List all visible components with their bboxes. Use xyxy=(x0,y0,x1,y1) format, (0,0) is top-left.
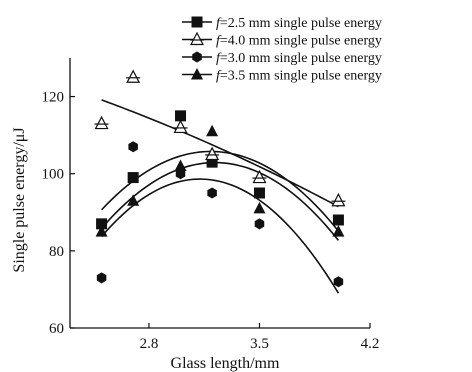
series-3-curve xyxy=(100,178,340,294)
x-tick-label: 4.2 xyxy=(361,336,380,352)
series-3-point xyxy=(333,276,344,288)
y-axis-label: Single pulse energy/μJ xyxy=(11,127,28,272)
legend-label-rest: =3.0 mm single pulse energy xyxy=(220,51,382,66)
legend-label-rest: =3.5 mm single pulse energy xyxy=(220,69,382,84)
series-4-point xyxy=(332,225,345,237)
triangle-outline xyxy=(331,192,346,207)
series-1-point xyxy=(332,214,344,226)
legend-f-symbol: f xyxy=(216,69,222,84)
y-tick-label: 100 xyxy=(42,167,65,183)
y-tick-label: 60 xyxy=(49,321,64,337)
series-2-point xyxy=(205,146,220,161)
series-2-point xyxy=(94,115,109,130)
fit-curves xyxy=(100,99,340,294)
series-2-point xyxy=(331,192,346,207)
series-3-point xyxy=(254,218,265,230)
legend-label-rest: =4.0 mm single pulse energy xyxy=(220,34,382,49)
series-1-point xyxy=(127,172,139,184)
series-4-point xyxy=(206,124,219,137)
legend-label: f=3.0 mm single pulse energy xyxy=(216,51,382,66)
y-tick-label: 80 xyxy=(49,244,64,260)
series-1-point xyxy=(96,218,108,230)
legend-entry-3: f=3.0 mm single pulse energy xyxy=(182,51,382,66)
legend-entry-4: f=3.5 mm single pulse energy xyxy=(182,68,382,84)
series-4-point xyxy=(127,194,140,206)
series-3-point xyxy=(207,187,217,199)
triangle-outline xyxy=(173,119,188,134)
legend-f-symbol: f xyxy=(216,16,222,31)
triangle-outline xyxy=(126,69,141,83)
series-2-point xyxy=(126,69,141,83)
triangle-outline xyxy=(252,169,267,184)
series-2-curve xyxy=(101,99,339,208)
x-tick-label: 2.8 xyxy=(140,336,159,352)
series-4-curve xyxy=(100,161,340,241)
legend-marker xyxy=(192,51,202,63)
legend-f-symbol: f xyxy=(216,34,222,49)
y-tick-label: 120 xyxy=(42,90,65,106)
legend-label: f=3.5 mm single pulse energy xyxy=(216,69,382,84)
legend-label-rest: =2.5 mm single pulse energy xyxy=(220,16,382,31)
legend-entry-2: f=4.0 mm single pulse energy xyxy=(182,31,382,49)
series-3-point xyxy=(128,141,138,153)
axes: 2.8 3.5 4.2 60 80 100 120 xyxy=(42,58,380,352)
triangle-outline xyxy=(205,146,220,161)
x-axis-label: Glass length/mm xyxy=(171,355,280,372)
series-1-point xyxy=(253,187,265,199)
legend-marker xyxy=(190,31,204,46)
series-4-point xyxy=(253,201,266,214)
series-1-point xyxy=(206,156,218,168)
data-markers xyxy=(94,69,346,288)
series-2-point xyxy=(173,119,188,134)
series-1-point xyxy=(175,110,187,122)
legend-marker xyxy=(191,68,203,80)
series-4-point xyxy=(95,225,108,237)
series-4-point xyxy=(174,159,187,171)
legend-label: f=4.0 mm single pulse energy xyxy=(216,34,382,49)
triangle-outline xyxy=(94,115,109,130)
series-3-point xyxy=(96,272,107,284)
legend-f-symbol: f xyxy=(216,51,222,66)
triangle-outline xyxy=(190,31,204,46)
series-1-curve xyxy=(101,150,340,232)
legend-entry-1: f=2.5 mm single pulse energy xyxy=(182,16,382,31)
x-tick-label: 3.5 xyxy=(250,336,269,352)
series-2-point xyxy=(252,169,267,184)
legend-marker xyxy=(191,16,203,28)
legend-label: f=2.5 mm single pulse energy xyxy=(216,16,382,31)
